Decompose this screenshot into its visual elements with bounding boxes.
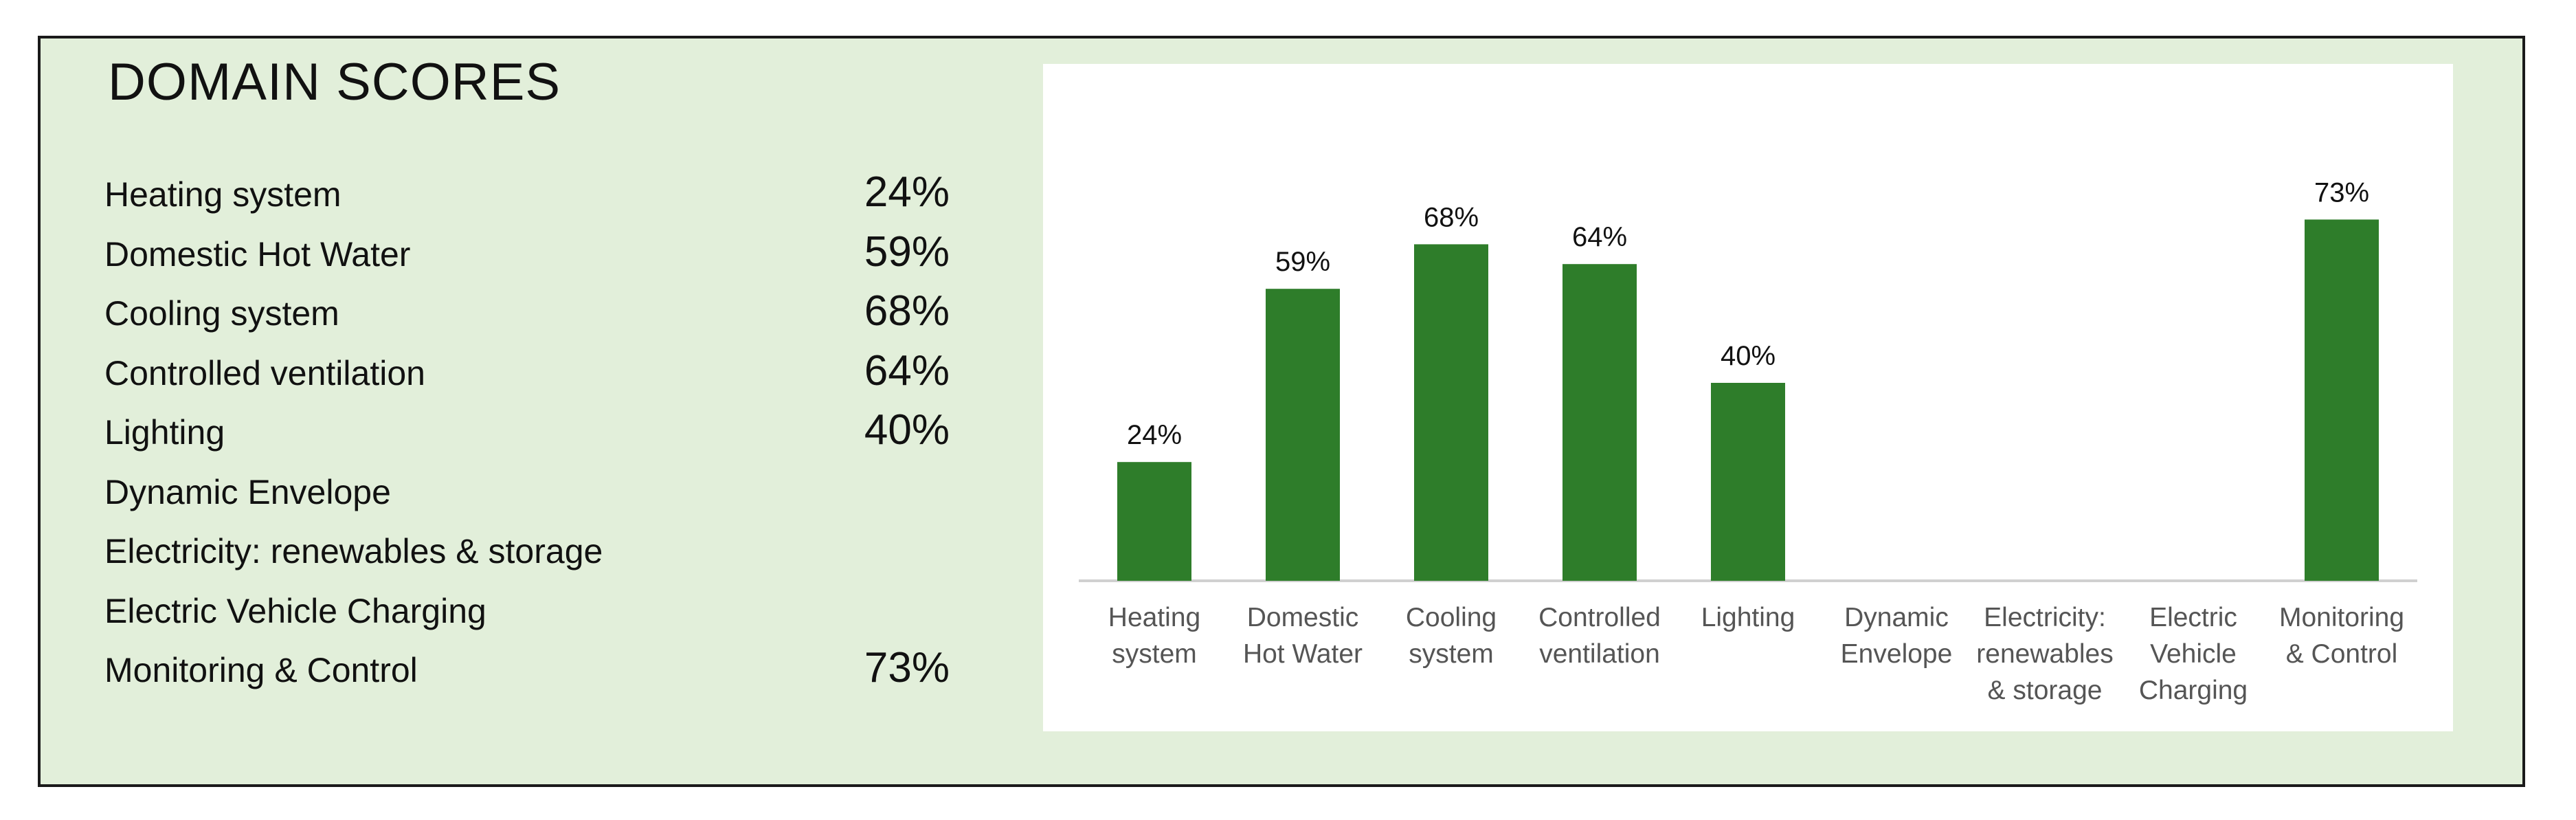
- x-tick-label-line: & Control: [2286, 639, 2398, 669]
- domain-label: Cooling system: [104, 294, 339, 333]
- x-tick-label-line: Envelope: [1841, 639, 1953, 669]
- list-item: Domestic Hot Water 59%: [104, 225, 950, 285]
- domain-label: Dynamic Envelope: [104, 472, 391, 511]
- domain-label: Electric Vehicle Charging: [104, 591, 486, 630]
- data-label: 68%: [1424, 202, 1479, 232]
- x-tick-label: Heating system: [1108, 603, 1200, 669]
- bar: [1563, 264, 1637, 581]
- list-item: Monitoring & Control 73%: [104, 641, 950, 700]
- list-item: Controlled ventilation 64%: [104, 344, 950, 403]
- data-label: 64%: [1572, 222, 1627, 252]
- bar: [1117, 462, 1191, 581]
- list-item: Lighting 40%: [104, 403, 950, 463]
- x-tick-label-line: Cooling: [1406, 603, 1497, 632]
- domain-label: Monitoring & Control: [104, 651, 418, 689]
- domain-score: 73%: [864, 644, 950, 691]
- x-tick-label-line: & storage: [1988, 676, 2103, 705]
- bar: [1711, 383, 1785, 581]
- domain-label: Controlled ventilation: [104, 353, 425, 392]
- x-tick-label: Electricity: renewables & storage: [1976, 603, 2113, 705]
- domain-score-list: Heating system 24% Domestic Hot Water 59…: [104, 165, 950, 700]
- list-item: Electricity: renewables & storage: [104, 522, 950, 581]
- x-tick-label: Electric Vehicle Charging: [2139, 603, 2248, 705]
- domain-score: 40%: [864, 406, 950, 454]
- x-tick-label: Controlled ventilation: [1538, 603, 1661, 669]
- x-tick-label-line: Lighting: [1701, 603, 1795, 632]
- x-tick-label-line: Controlled: [1538, 603, 1661, 632]
- x-tick-label-line: Domestic: [1247, 603, 1359, 632]
- x-tick-label-line: Hot Water: [1243, 639, 1363, 669]
- bar: [2305, 219, 2379, 581]
- bar-chart: 24% Heating system 59% Domestic Hot Water 68% C…: [1043, 64, 2453, 731]
- data-label: 40%: [1721, 341, 1776, 371]
- domain-label: Heating system: [104, 175, 341, 214]
- bar: [1266, 289, 1340, 581]
- x-tick-label-line: system: [1112, 639, 1197, 669]
- x-tick-label-line: Heating: [1108, 603, 1200, 632]
- list-item: Dynamic Envelope: [104, 463, 950, 522]
- x-tick-label-line: Electricity:: [1984, 603, 2106, 632]
- data-label: 59%: [1275, 247, 1330, 277]
- domain-label: Electricity: renewables & storage: [104, 532, 603, 570]
- domain-label: Domestic Hot Water: [104, 234, 411, 274]
- x-tick-label-line: ventilation: [1539, 639, 1660, 669]
- list-item: Cooling system 68%: [104, 284, 950, 344]
- x-tick-label-line: Monitoring: [2279, 603, 2404, 632]
- data-label: 73%: [2314, 177, 2369, 208]
- x-tick-label: Lighting: [1701, 603, 1795, 632]
- list-item: Electric Vehicle Charging: [104, 581, 950, 641]
- x-tick-label-line: system: [1409, 639, 1494, 669]
- page-title: DOMAIN SCORES: [108, 53, 561, 111]
- x-tick-label-line: Charging: [2139, 676, 2248, 705]
- x-tick-label-line: Dynamic: [1844, 603, 1949, 632]
- domain-label: Lighting: [104, 413, 225, 452]
- domain-score: 68%: [864, 287, 950, 335]
- x-tick-label-line: Vehicle: [2150, 639, 2237, 669]
- list-item: Heating system 24%: [104, 165, 950, 225]
- bar: [1414, 244, 1488, 581]
- x-tick-label-line: renewables: [1976, 639, 2113, 669]
- domain-score: 64%: [864, 346, 950, 395]
- bar-chart-svg: 24% Heating system 59% Domestic Hot Water 68% C…: [1079, 177, 2417, 705]
- data-label: 24%: [1127, 420, 1182, 450]
- domain-score: 24%: [864, 168, 950, 216]
- domain-score: 59%: [864, 228, 950, 276]
- x-tick-label: Cooling system: [1406, 603, 1497, 669]
- x-tick-label-line: Electric: [2149, 603, 2237, 632]
- x-tick-label: Dynamic Envelope: [1841, 603, 1953, 669]
- x-tick-label: Domestic Hot Water: [1243, 603, 1363, 669]
- x-tick-label: Monitoring & Control: [2279, 603, 2404, 669]
